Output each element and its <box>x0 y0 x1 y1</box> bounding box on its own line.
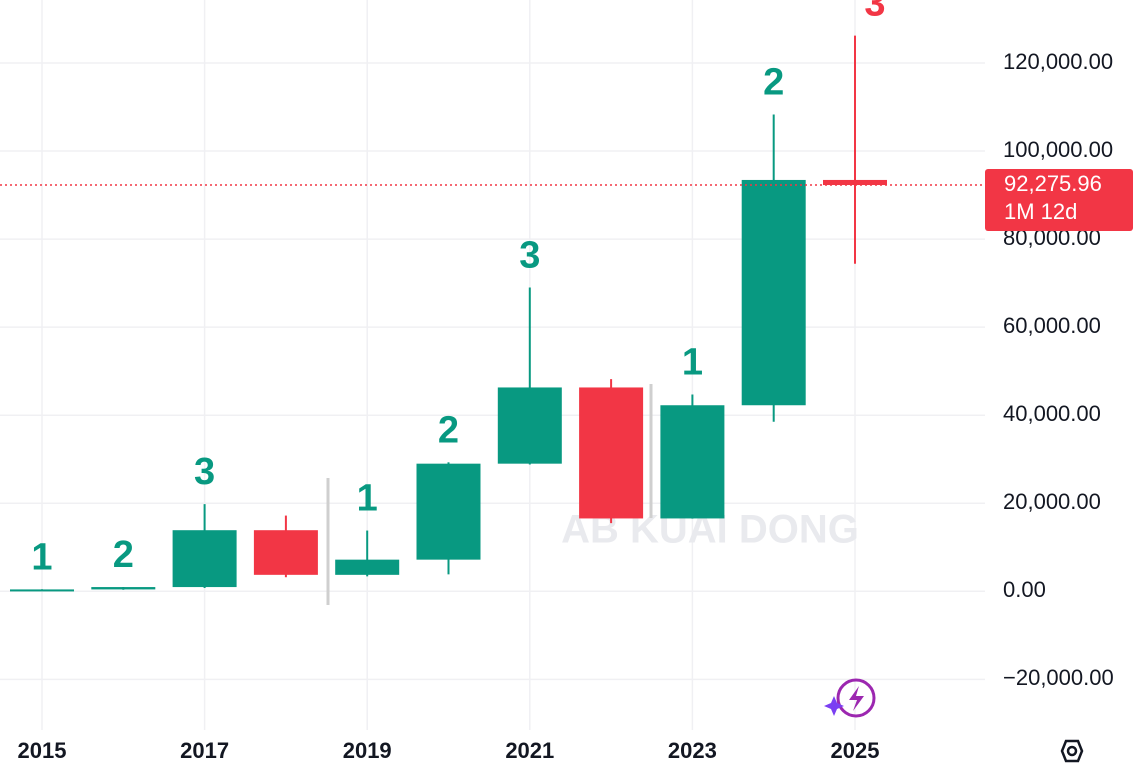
x-tick-label: 2017 <box>180 738 229 763</box>
candle-body <box>253 530 318 575</box>
settings-icon[interactable] <box>1060 739 1084 763</box>
y-tick-label: 40,000.00 <box>1003 401 1101 426</box>
last-price-box <box>985 169 1133 232</box>
y-tick-label: 60,000.00 <box>1003 313 1101 338</box>
count-label: 1 <box>31 536 52 578</box>
count-label: 2 <box>763 62 784 104</box>
y-tick-label: 0.00 <box>1003 577 1046 602</box>
y-tick-label: 100,000.00 <box>1003 137 1113 162</box>
countdown: 1M 12d <box>1004 199 1077 224</box>
y-tick-label: 20,000.00 <box>1003 489 1101 514</box>
count-label: 3 <box>864 0 885 25</box>
candle-body <box>416 463 481 560</box>
x-tick-label: 2025 <box>831 738 880 763</box>
x-tick-label: 2015 <box>18 738 67 763</box>
count-label: 2 <box>438 409 459 451</box>
count-label: 1 <box>682 342 703 384</box>
candle-body <box>823 179 887 186</box>
y-tick-label: 120,000.00 <box>1003 49 1113 74</box>
x-tick-label: 2021 <box>505 738 554 763</box>
count-label: 2 <box>113 534 134 576</box>
candle-body <box>660 405 725 519</box>
candle-body <box>741 179 806 406</box>
candle-body <box>172 530 237 588</box>
candle-body <box>91 587 156 590</box>
last-price-label: 92,275.96 <box>1004 171 1102 196</box>
count-label: 3 <box>519 235 540 277</box>
x-tick-label: 2019 <box>343 738 392 763</box>
count-label: 3 <box>194 451 215 493</box>
candle-body <box>497 387 562 464</box>
candle-body <box>10 589 74 592</box>
y-tick-label: −20,000.00 <box>1003 665 1114 690</box>
candle-body <box>579 387 644 519</box>
assistant-icon[interactable] <box>824 678 876 718</box>
candle-body <box>335 559 400 575</box>
count-label: 1 <box>357 478 378 520</box>
x-tick-label: 2023 <box>668 738 717 763</box>
